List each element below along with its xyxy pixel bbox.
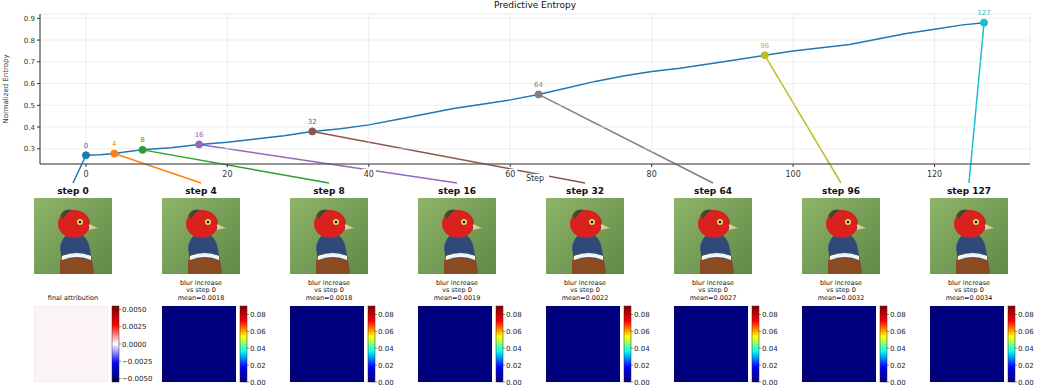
svg-text:0.04: 0.04 <box>506 345 522 353</box>
svg-text:0.0025: 0.0025 <box>122 323 147 331</box>
html-text:step 32: step 32 <box>566 186 604 196</box>
svg-text:0.02: 0.02 <box>506 362 522 370</box>
svg-text:0.04: 0.04 <box>1018 345 1034 353</box>
svg-text:0.08: 0.08 <box>1018 311 1034 319</box>
html-text:Predictive Entropy: Predictive Entropy <box>493 0 577 10</box>
svg-text:0.0050: 0.0050 <box>122 306 147 314</box>
svg-text:100: 100 <box>785 170 800 179</box>
svg-text:0.04: 0.04 <box>890 345 906 353</box>
svg-text:0: 0 <box>83 170 88 179</box>
html-text:mean=0.0018: mean=0.0018 <box>305 293 353 302</box>
html-text:mean=0.0022: mean=0.0022 <box>561 293 609 302</box>
svg-text:127: 127 <box>977 10 990 17</box>
html-text:blur increase: blur increase <box>947 278 991 287</box>
svg-text:0.4: 0.4 <box>24 124 36 132</box>
html-text:vs step 0: vs step 0 <box>186 286 216 294</box>
html-text:step 8: step 8 <box>313 186 345 196</box>
svg-text:0.02: 0.02 <box>634 362 650 370</box>
svg-text:0.06: 0.06 <box>378 328 394 336</box>
svg-text:0.04: 0.04 <box>378 345 394 353</box>
svg-text:0.5: 0.5 <box>24 102 35 110</box>
html-text:step 64: step 64 <box>694 186 732 196</box>
svg-text:0.08: 0.08 <box>250 311 266 319</box>
svg-text:0.08: 0.08 <box>634 311 650 319</box>
html-text:step 4: step 4 <box>185 186 217 196</box>
svg-text:0.9: 0.9 <box>24 15 35 23</box>
html-text:step 96: step 96 <box>822 186 860 196</box>
svg-text:0.04: 0.04 <box>634 345 650 353</box>
svg-text:0.04: 0.04 <box>762 345 778 353</box>
html-text:blur increase: blur increase <box>435 278 479 287</box>
svg-text:0.06: 0.06 <box>1018 328 1034 336</box>
html-text:vs step 0: vs step 0 <box>442 286 472 294</box>
svg-text:80: 80 <box>647 170 657 179</box>
svg-text:−0.0025: −0.0025 <box>122 358 152 366</box>
html-text:Step: Step <box>525 174 545 183</box>
svg-text:0.00: 0.00 <box>634 379 650 387</box>
svg-text:0.02: 0.02 <box>762 362 778 370</box>
html-text:blur increase: blur increase <box>307 278 351 287</box>
svg-text:0.06: 0.06 <box>634 328 650 336</box>
svg-text:0.04: 0.04 <box>250 345 266 353</box>
svg-text:32: 32 <box>308 118 317 126</box>
svg-text:0.02: 0.02 <box>250 362 266 370</box>
svg-text:0.8: 0.8 <box>24 37 35 45</box>
svg-text:−0.0050: −0.0050 <box>122 375 152 383</box>
svg-text:60: 60 <box>505 170 515 179</box>
svg-text:0.08: 0.08 <box>890 311 906 319</box>
html-text:vs step 0: vs step 0 <box>314 286 344 294</box>
html-text:step 127: step 127 <box>946 186 992 196</box>
svg-text:0.7: 0.7 <box>24 58 35 66</box>
html-text:vs step 0: vs step 0 <box>698 286 728 294</box>
svg-text:0.06: 0.06 <box>762 328 778 336</box>
svg-text:0.0000: 0.0000 <box>122 341 147 349</box>
svg-text:0.00: 0.00 <box>762 379 778 387</box>
svg-text:Normalized Entropy: Normalized Entropy <box>2 54 10 123</box>
svg-text:40: 40 <box>364 170 374 179</box>
svg-text:0.00: 0.00 <box>250 379 266 387</box>
svg-text:8: 8 <box>140 136 144 144</box>
svg-text:0.00: 0.00 <box>378 379 394 387</box>
html-text:step 0: step 0 <box>57 186 89 196</box>
svg-text:0.00: 0.00 <box>1018 379 1034 387</box>
html-text:blur increase: blur increase <box>691 278 735 287</box>
svg-text:0.02: 0.02 <box>890 362 906 370</box>
svg-text:0.08: 0.08 <box>378 311 394 319</box>
html-text:blur increase: blur increase <box>179 278 223 287</box>
svg-text:0.00: 0.00 <box>506 379 522 387</box>
svg-text:0.08: 0.08 <box>506 311 522 319</box>
html-text:mean=0.0019: mean=0.0019 <box>433 293 481 302</box>
html-text:blur increase: blur increase <box>819 278 863 287</box>
html-text:blur increase: blur increase <box>563 278 607 287</box>
svg-text:16: 16 <box>195 131 204 139</box>
svg-text:0: 0 <box>84 142 88 150</box>
html-text:mean=0.0027: mean=0.0027 <box>689 293 737 302</box>
svg-text:0.06: 0.06 <box>250 328 266 336</box>
svg-text:0.00: 0.00 <box>890 379 906 387</box>
html-text:final attribution: final attribution <box>47 293 99 302</box>
svg-text:0.08: 0.08 <box>762 311 778 319</box>
svg-text:0.06: 0.06 <box>506 328 522 336</box>
html-text:mean=0.0032: mean=0.0032 <box>817 293 865 302</box>
svg-text:0.02: 0.02 <box>378 362 394 370</box>
html-text:vs step 0: vs step 0 <box>826 286 856 294</box>
html-text:step 16: step 16 <box>438 186 476 196</box>
svg-text:64: 64 <box>534 81 543 89</box>
svg-text:96: 96 <box>760 42 769 50</box>
svg-text:0.06: 0.06 <box>890 328 906 336</box>
svg-text:120: 120 <box>927 170 942 179</box>
html-text:mean=0.0034: mean=0.0034 <box>945 293 993 302</box>
html-text:vs step 0: vs step 0 <box>570 286 600 294</box>
svg-text:0.6: 0.6 <box>24 80 36 88</box>
svg-text:20: 20 <box>222 170 232 179</box>
svg-text:4: 4 <box>112 140 117 148</box>
svg-text:0.3: 0.3 <box>24 145 35 153</box>
html-text:mean=0.0018: mean=0.0018 <box>177 293 225 302</box>
svg-text:0.02: 0.02 <box>1018 362 1034 370</box>
html-text:vs step 0: vs step 0 <box>954 286 984 294</box>
